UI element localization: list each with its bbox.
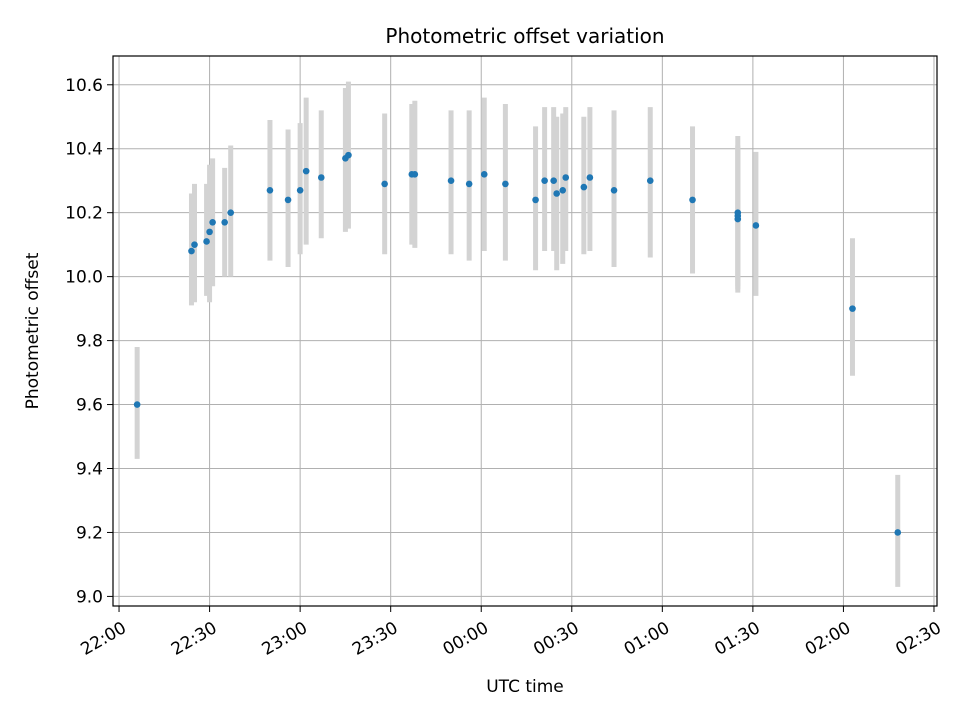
data-point <box>734 209 742 216</box>
data-point <box>317 174 325 181</box>
y-tick-label: 10.2 <box>65 204 103 224</box>
y-tick-label: 9.6 <box>76 396 103 416</box>
data-point <box>610 187 618 194</box>
data-point <box>752 222 760 229</box>
data-point <box>559 187 567 194</box>
data-point <box>447 177 455 185</box>
data-point <box>411 171 419 178</box>
data-point <box>580 183 588 191</box>
y-tick-label: 9.0 <box>76 587 103 607</box>
data-point <box>550 177 557 185</box>
y-axis-ticks: 9.0 9.2 9.4 9.6 9.8 10.0 10.2 10.4 10.6 <box>65 76 113 607</box>
data-point <box>553 190 560 197</box>
data-point <box>480 171 488 178</box>
data-point <box>381 180 388 188</box>
chart-title: Photometric offset variation <box>385 24 664 48</box>
y-tick-label: 9.8 <box>76 332 103 352</box>
data-point <box>227 209 235 216</box>
data-point <box>188 247 195 255</box>
data-points <box>133 151 902 536</box>
data-point <box>203 238 210 245</box>
data-point <box>284 196 292 204</box>
data-point <box>206 228 213 236</box>
data-point <box>133 401 141 408</box>
data-point <box>302 167 310 175</box>
data-point <box>894 529 902 536</box>
data-point <box>689 196 696 204</box>
data-point <box>502 180 509 188</box>
data-point <box>586 174 594 181</box>
data-point <box>191 241 198 248</box>
plot-frame <box>112 55 938 607</box>
data-point <box>646 177 654 185</box>
x-axis-label: UTC time <box>486 677 564 697</box>
y-axis-label: Photometric offset <box>23 252 43 409</box>
data-point <box>849 305 856 312</box>
data-point <box>532 196 539 204</box>
data-point <box>541 177 548 185</box>
data-point <box>465 180 473 188</box>
y-tick-label: 10.4 <box>65 140 103 160</box>
y-tick-label: 9.4 <box>76 460 103 480</box>
data-point <box>345 151 352 159</box>
data-point <box>266 187 274 194</box>
y-tick-label: 10.6 <box>65 76 103 96</box>
data-point <box>296 187 304 194</box>
data-point <box>221 218 228 226</box>
data-point <box>562 174 570 181</box>
y-tick-label: 9.2 <box>76 523 103 543</box>
y-tick-label: 10.0 <box>65 268 103 288</box>
data-point <box>209 218 216 226</box>
